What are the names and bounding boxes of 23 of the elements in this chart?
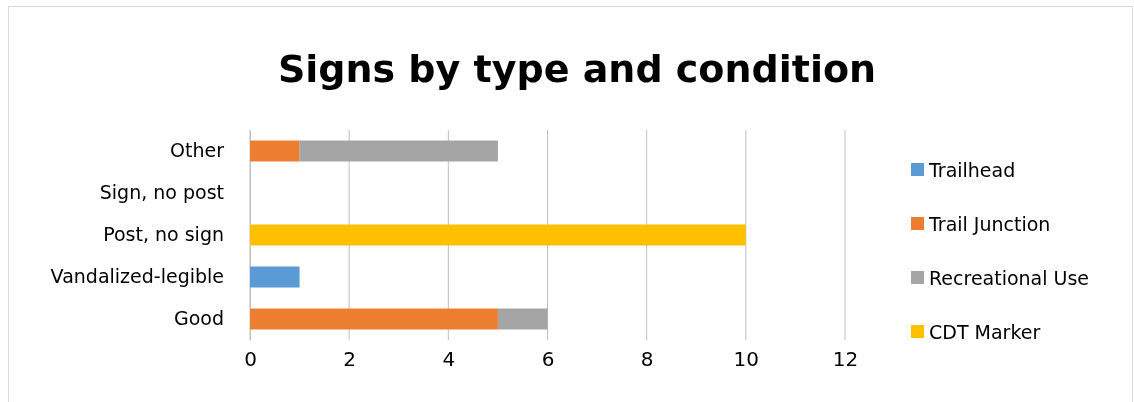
x-tick-label: 6 — [541, 347, 555, 372]
legend-label: Trail Junction — [928, 213, 1051, 235]
bar — [250, 266, 300, 288]
x-tick-label: 10 — [733, 347, 760, 372]
legend-label: Recreational Use — [929, 267, 1090, 289]
bar — [299, 140, 498, 162]
x-tick-label: 8 — [640, 347, 654, 372]
legend-label: CDT Marker — [929, 321, 1041, 343]
x-tick-label: 0 — [244, 347, 257, 372]
bar — [250, 140, 300, 162]
chart-title: Signs by type and condition — [277, 47, 877, 91]
bar — [497, 308, 548, 330]
bar — [250, 308, 498, 330]
x-tick-label: 2 — [343, 347, 357, 372]
legend-label: Trailhead — [928, 159, 1016, 181]
x-tick-label: 4 — [442, 347, 456, 372]
bar — [250, 224, 746, 246]
y-tick-label: Good — [173, 307, 224, 330]
y-tick-label: Sign, no post — [99, 181, 224, 204]
y-tick-label: Post, no sign — [103, 223, 224, 246]
x-tick-label: 12 — [832, 347, 859, 372]
y-tick-label: Other — [170, 139, 225, 162]
y-tick-label: Vandalized-legible — [50, 265, 224, 288]
